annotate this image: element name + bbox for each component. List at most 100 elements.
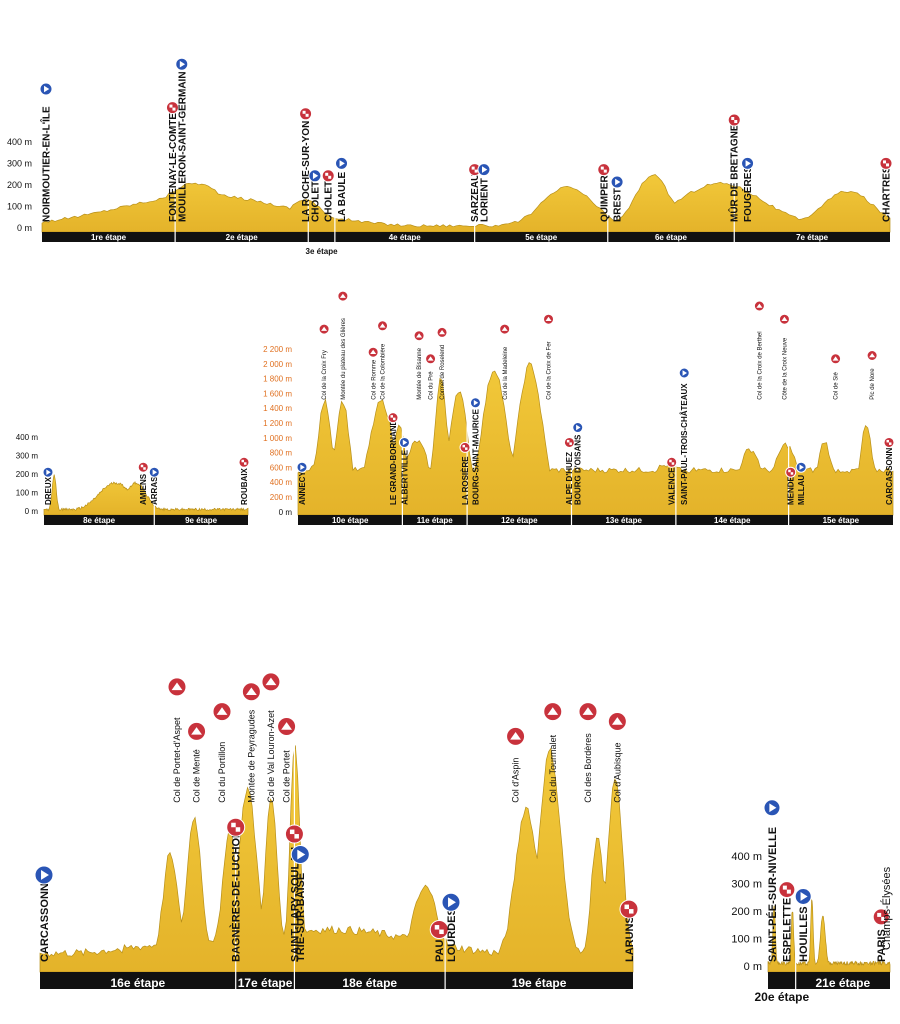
stage-start-icon [469, 397, 481, 409]
town-label: ANNECY [298, 471, 307, 505]
town-label: LA BAULE [337, 171, 348, 222]
mountain-climb-icon [866, 350, 878, 361]
stage-finish-icon [883, 436, 895, 448]
stage-label: 7e étape [796, 233, 829, 242]
stage-start-icon [572, 422, 584, 434]
stage-start-icon [441, 892, 461, 912]
town-label: LA ROCHE-SUR-YON [301, 121, 312, 222]
stage-start-icon [34, 865, 54, 885]
climb-label: Col de Sié [834, 371, 840, 399]
mountain-climb-icon [318, 323, 330, 335]
stage-start-icon [398, 436, 410, 448]
climb-label: Montée de Peyragudes [247, 709, 257, 803]
town-label: CARCASSONNE [885, 442, 894, 505]
climb-label: Cormet de Roselend [440, 345, 446, 400]
climb-label: Col de Val Louron-Azet [266, 710, 276, 803]
climb-label: Col de la Croix de Fer [547, 341, 553, 399]
stage-start-icon [477, 163, 491, 177]
stage-label: 6e étape [655, 233, 688, 242]
stage-label: 19e étape [512, 976, 567, 990]
profile-panel-p2: 8e étape 9e étape 400 m 300 m 200 m 100 m 0 m D… [16, 433, 250, 525]
stage-label: 4e étape [389, 233, 422, 242]
stage-finish-icon [387, 412, 399, 424]
climb-label: Côte de la Croix Neuve [783, 337, 789, 400]
town-label: CHOLET [324, 181, 335, 222]
climb-label: Col de Portet-d'Aspet [172, 717, 182, 803]
stage-label: 14e étape [714, 516, 751, 525]
town-label: VALENCE [668, 467, 677, 505]
stage-start-icon [42, 466, 54, 478]
town-label: SAINT-PÉE-SUR-NIVELLE [766, 827, 779, 962]
town-label: BAGNÈRES-DE-LUCHON [230, 830, 243, 962]
stage-bar [40, 972, 633, 989]
stage-label: 9e étape [185, 516, 218, 525]
stage-start-icon [678, 367, 690, 379]
mountain-climb-icon [277, 716, 297, 736]
stage-bar [42, 232, 890, 242]
stage-label: 13e étape [605, 516, 642, 525]
elevation-profile [43, 474, 249, 516]
elevation-profile [41, 174, 891, 233]
climb-label: Montée du plateau des Glières [341, 318, 347, 400]
stage-bar [768, 972, 890, 989]
stage-label: 8e étape [83, 516, 116, 525]
y-tick-label: 1 400 m [263, 404, 292, 413]
stage-start-icon [741, 156, 755, 170]
climb-label: Montée de Bisanne [417, 347, 423, 399]
stage-finish-icon [429, 920, 449, 940]
town-label: CHOLET [310, 181, 321, 222]
town-label: BOURG-SAINT-MAURICE [471, 408, 480, 505]
y-tick-label: 1 800 m [263, 375, 292, 384]
stage-start-icon [296, 461, 308, 473]
stage-label: 5e étape [525, 233, 558, 242]
town-label: CARCASSONNE [39, 876, 51, 962]
stage-finish-icon [727, 113, 741, 127]
climb-label: Col de Romme [371, 359, 377, 400]
y-tick-label: 0 m [279, 508, 293, 517]
stage-start-icon [39, 82, 53, 96]
stage-bar [44, 515, 248, 525]
mountain-climb-icon [830, 353, 842, 365]
mountain-climb-icon [261, 672, 281, 692]
y-tick-label: 0 m [25, 507, 39, 516]
climb-label: Col du Pré [429, 371, 435, 400]
stage-label: 17e étape [238, 976, 293, 990]
climb-label: Col d'Aubisque [612, 743, 622, 803]
y-tick-label: 1 200 m [263, 419, 292, 428]
elevation-profile [767, 899, 891, 973]
stage-finish-icon [299, 107, 313, 121]
town-label: FOUGÈRES [741, 166, 754, 222]
stage-start-icon [175, 57, 189, 71]
stage-label: 16e étape [111, 976, 166, 990]
stage-start-icon [763, 799, 781, 817]
y-tick-label: 2 000 m [263, 360, 292, 369]
y-tick-label: 300 m [7, 159, 32, 169]
town-label: ESPELETTE [782, 898, 794, 962]
climb-label: Col de la Croix de Berthel [757, 331, 763, 399]
town-label: MENDE [787, 475, 796, 505]
stage-finish-icon [872, 908, 890, 926]
mountain-climb-icon [778, 313, 790, 325]
stage-finish-icon [137, 461, 149, 473]
town-label: QUIMPER [599, 175, 610, 222]
town-label: MILLAU [797, 475, 806, 505]
town-label: NOIRMOUTIER-EN-L'ÎLE [40, 106, 53, 222]
town-label: SAINT-PAUL-TROIS-CHÂTEAUX [680, 383, 689, 505]
climb-label: Col de la Croix Fry [322, 350, 328, 400]
town-label: MOUILLERON-SAINT-GERMAIN [177, 71, 188, 222]
stage-finish-icon [597, 163, 611, 177]
mountain-climb-icon [425, 353, 437, 365]
stage-start-icon [610, 175, 624, 189]
stage-finish-icon [563, 436, 575, 448]
town-label: ALPE D'HUEZ [565, 452, 574, 505]
y-tick-label: 400 m [731, 851, 762, 863]
town-label: HOUILLES [798, 906, 810, 962]
stage-label: 11e étape [417, 516, 454, 525]
stage-start-icon [290, 845, 310, 865]
town-label: DREUX [44, 476, 53, 505]
stage-finish-icon [879, 156, 893, 170]
y-tick-label: 1 600 m [263, 389, 292, 398]
stage-label: 3e étape [306, 247, 339, 256]
town-label: LORIENT [479, 178, 490, 222]
town-label: SARZEAU [470, 174, 481, 222]
